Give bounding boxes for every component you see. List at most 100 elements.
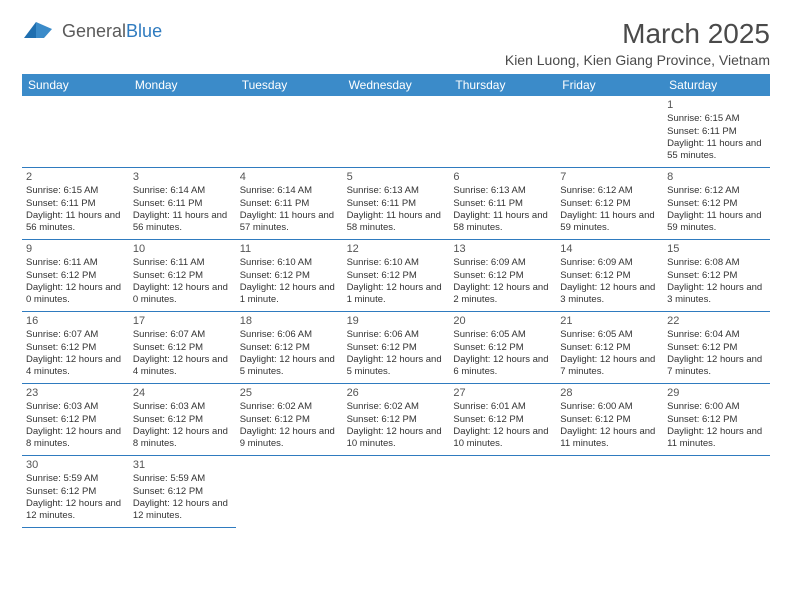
sunrise-line: Sunrise: 6:13 AM	[453, 185, 552, 197]
daylight-line: Daylight: 11 hours and 56 minutes.	[133, 210, 232, 235]
calendar-cell	[449, 96, 556, 168]
day-number: 9	[26, 242, 125, 256]
sunrise-line: Sunrise: 6:00 AM	[667, 401, 766, 413]
day-number: 25	[240, 386, 339, 400]
day-number: 1	[667, 98, 766, 112]
sunrise-line: Sunrise: 6:04 AM	[667, 329, 766, 341]
day-number: 2	[26, 170, 125, 184]
sunset-line: Sunset: 6:11 PM	[240, 198, 339, 210]
calendar-cell	[343, 96, 450, 168]
daylight-line: Daylight: 12 hours and 6 minutes.	[453, 354, 552, 379]
sunrise-line: Sunrise: 6:02 AM	[240, 401, 339, 413]
sunset-line: Sunset: 6:12 PM	[133, 414, 232, 426]
sunset-line: Sunset: 6:12 PM	[347, 270, 446, 282]
calendar-cell: 5Sunrise: 6:13 AMSunset: 6:11 PMDaylight…	[343, 168, 450, 240]
sunrise-line: Sunrise: 5:59 AM	[26, 473, 125, 485]
sunset-line: Sunset: 6:12 PM	[240, 342, 339, 354]
sunset-line: Sunset: 6:12 PM	[453, 342, 552, 354]
day-number: 7	[560, 170, 659, 184]
day-number: 31	[133, 458, 232, 472]
daylight-line: Daylight: 12 hours and 4 minutes.	[133, 354, 232, 379]
sunset-line: Sunset: 6:12 PM	[347, 414, 446, 426]
sunset-line: Sunset: 6:12 PM	[347, 342, 446, 354]
daylight-line: Daylight: 12 hours and 3 minutes.	[560, 282, 659, 307]
daylight-line: Daylight: 12 hours and 12 minutes.	[26, 498, 125, 523]
sunrise-line: Sunrise: 6:15 AM	[667, 113, 766, 125]
calendar-cell: 7Sunrise: 6:12 AMSunset: 6:12 PMDaylight…	[556, 168, 663, 240]
day-number: 18	[240, 314, 339, 328]
sunset-line: Sunset: 6:12 PM	[240, 414, 339, 426]
daylight-line: Daylight: 12 hours and 10 minutes.	[347, 426, 446, 451]
logo: GeneralBlue	[22, 18, 162, 45]
calendar-cell	[449, 456, 556, 528]
day-number: 10	[133, 242, 232, 256]
calendar-cell: 31Sunrise: 5:59 AMSunset: 6:12 PMDayligh…	[129, 456, 236, 528]
sunset-line: Sunset: 6:12 PM	[560, 342, 659, 354]
sunset-line: Sunset: 6:12 PM	[133, 486, 232, 498]
sunset-line: Sunset: 6:11 PM	[453, 198, 552, 210]
sunrise-line: Sunrise: 6:10 AM	[347, 257, 446, 269]
calendar-cell: 25Sunrise: 6:02 AMSunset: 6:12 PMDayligh…	[236, 384, 343, 456]
daylight-line: Daylight: 12 hours and 12 minutes.	[133, 498, 232, 523]
calendar-cell: 2Sunrise: 6:15 AMSunset: 6:11 PMDaylight…	[22, 168, 129, 240]
sunrise-line: Sunrise: 6:00 AM	[560, 401, 659, 413]
daylight-line: Daylight: 11 hours and 55 minutes.	[667, 138, 766, 163]
daylight-line: Daylight: 12 hours and 9 minutes.	[240, 426, 339, 451]
sunset-line: Sunset: 6:12 PM	[560, 414, 659, 426]
day-number: 15	[667, 242, 766, 256]
sunrise-line: Sunrise: 6:11 AM	[133, 257, 232, 269]
sunset-line: Sunset: 6:12 PM	[667, 198, 766, 210]
sunset-line: Sunset: 6:12 PM	[453, 270, 552, 282]
daylight-line: Daylight: 11 hours and 59 minutes.	[667, 210, 766, 235]
daylight-line: Daylight: 12 hours and 7 minutes.	[667, 354, 766, 379]
logo-icon	[22, 18, 58, 45]
calendar-cell: 6Sunrise: 6:13 AMSunset: 6:11 PMDaylight…	[449, 168, 556, 240]
calendar-cell: 17Sunrise: 6:07 AMSunset: 6:12 PMDayligh…	[129, 312, 236, 384]
calendar-cell: 9Sunrise: 6:11 AMSunset: 6:12 PMDaylight…	[22, 240, 129, 312]
sunrise-line: Sunrise: 6:09 AM	[453, 257, 552, 269]
calendar-cell: 13Sunrise: 6:09 AMSunset: 6:12 PMDayligh…	[449, 240, 556, 312]
calendar-cell: 28Sunrise: 6:00 AMSunset: 6:12 PMDayligh…	[556, 384, 663, 456]
daylight-line: Daylight: 12 hours and 0 minutes.	[133, 282, 232, 307]
sunrise-line: Sunrise: 6:11 AM	[26, 257, 125, 269]
weekday-header: Monday	[129, 74, 236, 96]
day-number: 17	[133, 314, 232, 328]
brand-part2: Blue	[126, 21, 162, 41]
day-number: 20	[453, 314, 552, 328]
daylight-line: Daylight: 12 hours and 7 minutes.	[560, 354, 659, 379]
logo-text: GeneralBlue	[62, 21, 162, 42]
day-number: 13	[453, 242, 552, 256]
weekday-header: Tuesday	[236, 74, 343, 96]
sunset-line: Sunset: 6:12 PM	[133, 270, 232, 282]
day-number: 16	[26, 314, 125, 328]
calendar-cell	[556, 96, 663, 168]
sunset-line: Sunset: 6:12 PM	[453, 414, 552, 426]
weekday-header: Sunday	[22, 74, 129, 96]
sunset-line: Sunset: 6:12 PM	[560, 270, 659, 282]
calendar-cell: 4Sunrise: 6:14 AMSunset: 6:11 PMDaylight…	[236, 168, 343, 240]
sunset-line: Sunset: 6:11 PM	[26, 198, 125, 210]
calendar-cell	[236, 456, 343, 528]
daylight-line: Daylight: 12 hours and 0 minutes.	[26, 282, 125, 307]
daylight-line: Daylight: 11 hours and 58 minutes.	[453, 210, 552, 235]
day-number: 5	[347, 170, 446, 184]
daylight-line: Daylight: 11 hours and 59 minutes.	[560, 210, 659, 235]
sunrise-line: Sunrise: 6:14 AM	[133, 185, 232, 197]
daylight-line: Daylight: 12 hours and 8 minutes.	[133, 426, 232, 451]
sunrise-line: Sunrise: 6:06 AM	[240, 329, 339, 341]
daylight-line: Daylight: 12 hours and 10 minutes.	[453, 426, 552, 451]
calendar-cell: 15Sunrise: 6:08 AMSunset: 6:12 PMDayligh…	[663, 240, 770, 312]
calendar-cell	[663, 456, 770, 528]
daylight-line: Daylight: 11 hours and 57 minutes.	[240, 210, 339, 235]
sunset-line: Sunset: 6:12 PM	[667, 342, 766, 354]
sunrise-line: Sunrise: 6:02 AM	[347, 401, 446, 413]
sunrise-line: Sunrise: 6:12 AM	[667, 185, 766, 197]
daylight-line: Daylight: 12 hours and 5 minutes.	[240, 354, 339, 379]
calendar-cell: 16Sunrise: 6:07 AMSunset: 6:12 PMDayligh…	[22, 312, 129, 384]
sunrise-line: Sunrise: 6:12 AM	[560, 185, 659, 197]
day-number: 8	[667, 170, 766, 184]
sunrise-line: Sunrise: 6:06 AM	[347, 329, 446, 341]
weekday-header: Thursday	[449, 74, 556, 96]
calendar-cell: 22Sunrise: 6:04 AMSunset: 6:12 PMDayligh…	[663, 312, 770, 384]
sunrise-line: Sunrise: 6:07 AM	[133, 329, 232, 341]
